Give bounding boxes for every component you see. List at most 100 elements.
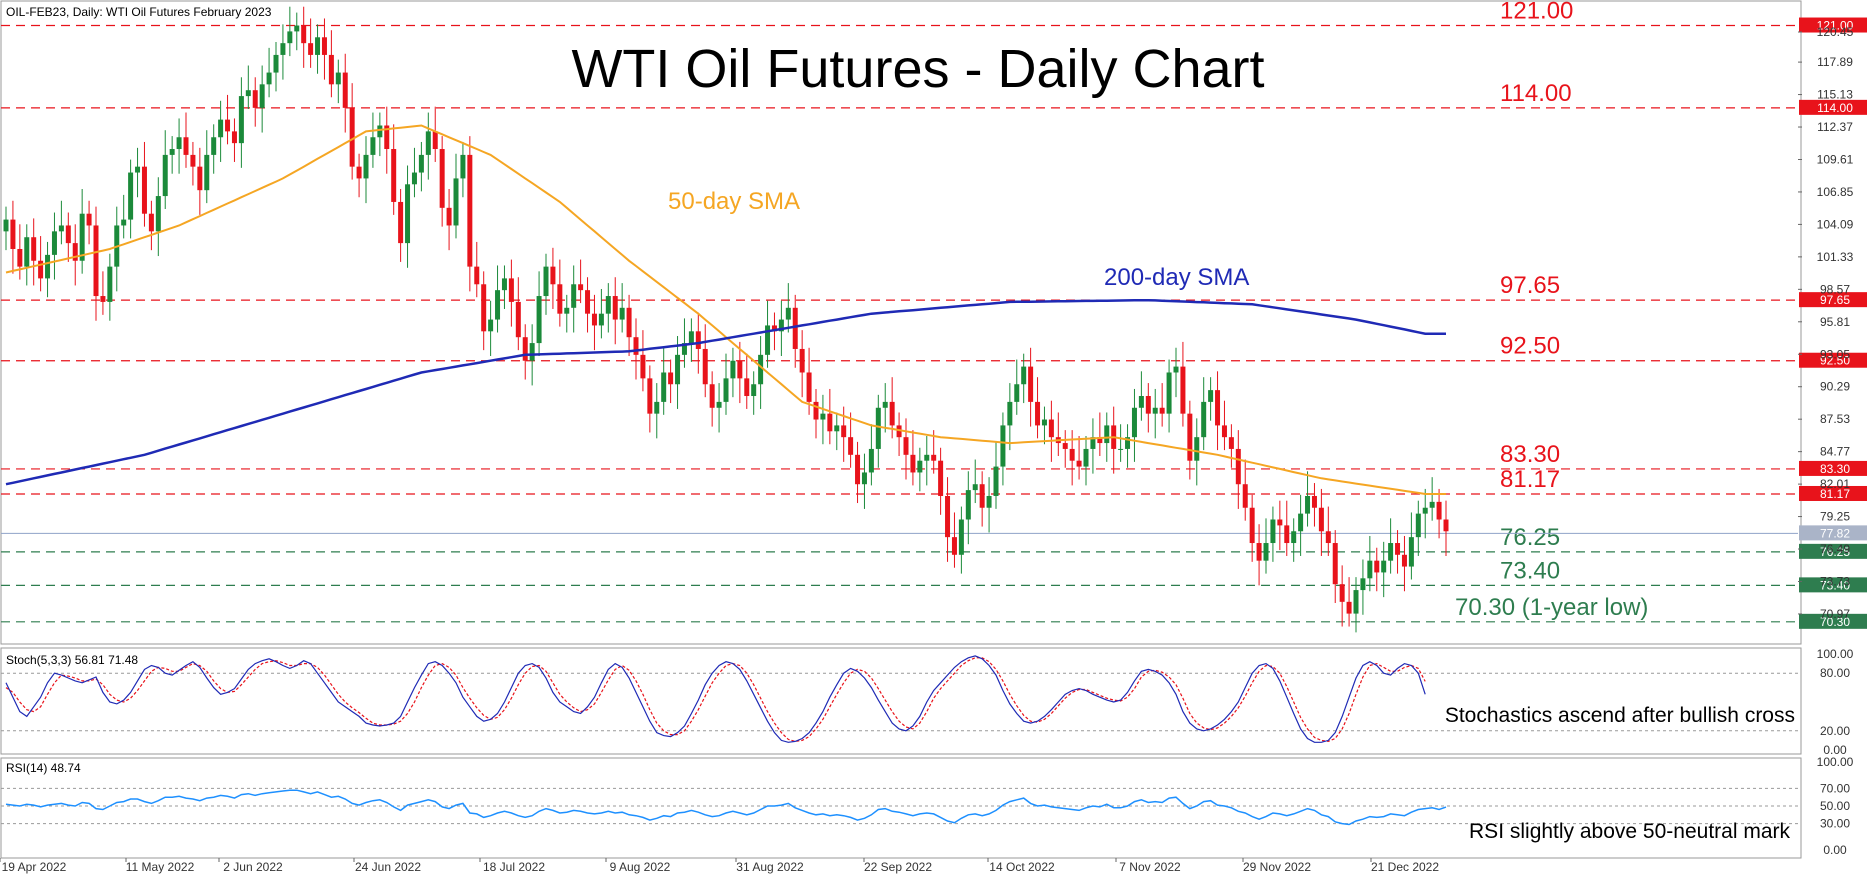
level-price-tag-text: 70.30 (1820, 615, 1850, 629)
y-tick-label: 95.81 (1820, 315, 1850, 329)
candle-body (758, 354, 764, 385)
candle-body (695, 331, 701, 349)
current-price-tag (1799, 525, 1867, 541)
candle-body (993, 466, 999, 496)
candle-body (273, 54, 279, 73)
candle-body (1118, 448, 1124, 450)
candle-body (508, 278, 514, 302)
candle-body (1021, 366, 1027, 385)
candle-body (917, 460, 923, 473)
candle-body (585, 290, 591, 314)
level-label: 76.25 (1500, 524, 1560, 551)
candle-body (1374, 560, 1380, 573)
candle-body (488, 319, 494, 332)
candle-body (211, 137, 217, 155)
level-price-tag (1799, 577, 1867, 593)
candle-body (363, 154, 369, 179)
x-tick-label: 31 Aug 2022 (736, 860, 804, 874)
candle-body (51, 231, 57, 255)
candle-body (931, 454, 937, 461)
candle-body (1249, 507, 1255, 544)
candle-body (654, 401, 660, 414)
level-label: 121.00 (1500, 0, 1573, 25)
y-tick-label: 98.57 (1820, 282, 1850, 296)
level-price-tag (1799, 17, 1867, 33)
candle-body (1346, 601, 1352, 614)
level-price-tag (1799, 485, 1867, 501)
candle-body (176, 137, 182, 150)
candle-body (93, 225, 99, 297)
candle-body (1339, 584, 1345, 602)
candle-body (702, 348, 708, 385)
candle-body (529, 343, 535, 361)
candle-body (308, 43, 314, 55)
candle-body (391, 149, 397, 202)
candle-body (1360, 578, 1366, 591)
candle-body (446, 207, 452, 226)
level-price-tag-text: 97.65 (1820, 293, 1850, 307)
candle-body (958, 519, 964, 555)
y-tick-label: 109.61 (1817, 152, 1854, 166)
candle-body (612, 296, 618, 320)
candle-body (204, 154, 210, 191)
level-label: 114.00 (1500, 80, 1572, 107)
candle-body (1173, 366, 1179, 373)
candle-body (855, 454, 861, 485)
x-tick-label: 18 Jul 2022 (483, 860, 545, 874)
candle-body (31, 237, 37, 261)
candle-body (474, 266, 480, 285)
level-price-tag-text: 81.17 (1820, 487, 1850, 501)
candle-body (744, 378, 750, 397)
sma200-label: 200-day SMA (1104, 264, 1249, 291)
level-label: 97.65 (1500, 272, 1560, 299)
candle-body (1048, 419, 1054, 438)
candle-body (536, 296, 542, 344)
candle-body (813, 401, 819, 420)
x-tick-label: 9 Aug 2022 (610, 860, 671, 874)
rsi-y-tick-label: 70.00 (1820, 781, 1850, 795)
y-tick-label: 79.25 (1820, 510, 1850, 524)
level-price-tag (1799, 613, 1867, 629)
candle-body (1311, 495, 1317, 508)
candle-body (1381, 560, 1387, 573)
candle-body (557, 284, 563, 314)
candle-body (377, 125, 383, 138)
symbol-info: OIL-FEB23, Daily: WTI Oil Futures Februa… (6, 5, 272, 19)
candle-body (799, 348, 805, 373)
candle-body (889, 401, 895, 426)
price-panel-frame (0, 0, 1802, 645)
x-axis: 19 Apr 2022 11 May 2022 2 Jun 2022 24 Jun 2… (0, 858, 1439, 874)
candle-body (661, 372, 667, 402)
candle-body (626, 307, 632, 338)
level-price-tag-text: 73.40 (1820, 578, 1850, 592)
candle-body (162, 154, 168, 197)
candle-body (1415, 513, 1421, 538)
candle-body (1277, 519, 1283, 526)
level-price-tag-text: 114.00 (1817, 101, 1853, 115)
candle-body (453, 178, 459, 226)
candle-body (785, 307, 791, 320)
stoch-y-tick-label: 20.00 (1820, 724, 1850, 738)
candle-body (1152, 407, 1158, 414)
x-tick-label: 21 Dec 2022 (1371, 860, 1439, 874)
candle-body (1353, 590, 1359, 614)
y-tick-label: 82.01 (1820, 477, 1850, 491)
moving-averages (5, 124, 1446, 495)
candle-body (868, 448, 874, 473)
candle-body (1318, 507, 1324, 532)
candle-body (564, 307, 570, 314)
candle-body (681, 343, 687, 355)
candle-body (155, 196, 161, 232)
candle-body (1388, 543, 1394, 561)
candle-body (688, 331, 694, 344)
y-tick-label: 106.85 (1817, 185, 1854, 199)
candle-body (79, 213, 85, 261)
candle-body (252, 90, 258, 108)
level-price-tag (1799, 543, 1867, 559)
candle-body (737, 360, 743, 379)
candle-body (647, 378, 653, 414)
candle-body (349, 107, 355, 167)
candle-body (495, 290, 501, 320)
candle-body (827, 413, 833, 432)
